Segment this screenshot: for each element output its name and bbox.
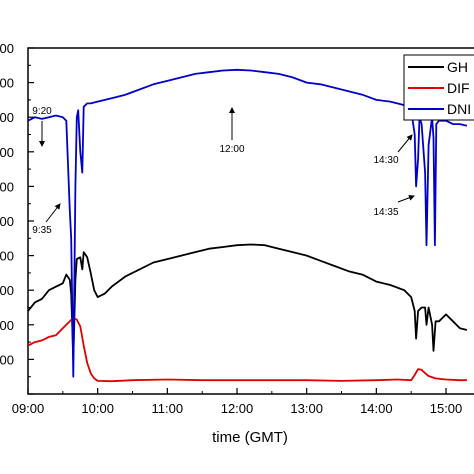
x-axis-label: time (GMT): [212, 429, 288, 446]
annotation-label: 12:00: [219, 144, 244, 155]
annotation-layer: 9:20 9:35 12:00 14:30 14:35: [32, 106, 415, 236]
y-tick-label: 00: [0, 283, 14, 298]
x-tick-label: 15:00: [430, 401, 463, 416]
legend-label-dif: DIF: [447, 80, 470, 96]
y-tick-label: 00: [0, 41, 14, 56]
series-line-gh: [27, 243, 468, 361]
y-tick-label: 00: [0, 145, 14, 160]
legend-label-gh: GH: [447, 59, 468, 75]
annotation-label: 9:35: [32, 225, 52, 236]
annotation-arrow: [397, 134, 413, 153]
x-tick-label: 09:00: [12, 401, 45, 416]
series-layer: [27, 68, 468, 383]
x-tick-label: 13:00: [290, 401, 323, 416]
y-tick-label: 00: [0, 318, 14, 333]
annotation-label: 14:30: [373, 155, 398, 166]
annotation-label: 9:20: [32, 106, 52, 117]
y-axis: 00 00 00 00 00 00 00 00 00 00: [0, 41, 34, 395]
x-tick-label: 12:00: [221, 401, 254, 416]
x-tick-label: 14:00: [360, 401, 393, 416]
y-tick-label: 00: [0, 179, 14, 194]
x-tick-label: 10:00: [81, 401, 114, 416]
series-line-dni: [27, 68, 468, 378]
y-tick-label: 00: [0, 214, 14, 229]
annotation-arrow: [45, 203, 61, 223]
annotation-label: 14:35: [373, 207, 398, 218]
annotation-arrow: [397, 194, 415, 203]
y-tick-label: 00: [0, 352, 14, 367]
legend: GH DIF DNI: [403, 54, 474, 121]
x-tick-label: 11:00: [152, 401, 184, 416]
y-tick-label: 00: [0, 110, 14, 125]
y-tick-label: 00: [0, 249, 14, 264]
legend-label-dni: DNI: [447, 101, 471, 117]
y-tick-label: 00: [0, 76, 14, 91]
series-line-dif: [27, 317, 467, 383]
x-axis: 09:00 10:00 11:00 12:00 13:00 14:00 15:00: [12, 388, 463, 416]
